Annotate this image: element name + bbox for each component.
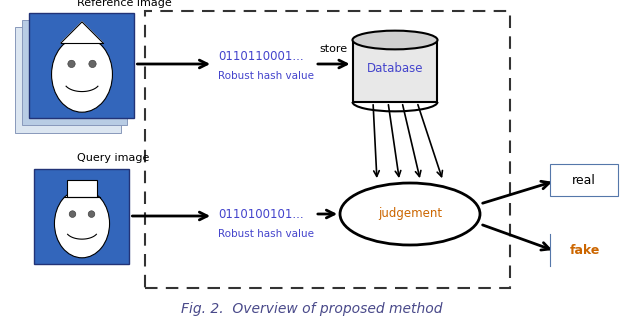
Ellipse shape (52, 37, 112, 112)
Bar (16, 27, 120, 132)
Ellipse shape (54, 189, 110, 258)
Bar (29, 13, 135, 118)
Text: Fig. 2.  Overview of proposed method: Fig. 2. Overview of proposed method (181, 302, 443, 316)
Ellipse shape (88, 211, 95, 217)
Text: 0110100101...: 0110100101... (218, 208, 304, 220)
Text: Database: Database (367, 63, 423, 76)
Text: real: real (572, 173, 596, 186)
Bar (67, 180, 97, 197)
Text: Robust hash value: Robust hash value (218, 229, 314, 239)
Text: judgement: judgement (378, 208, 442, 220)
Ellipse shape (353, 31, 437, 49)
Bar (22, 21, 127, 126)
Bar (145, 11, 510, 288)
Ellipse shape (68, 60, 75, 67)
Text: Robust hash value: Robust hash value (218, 71, 314, 81)
Ellipse shape (89, 60, 96, 67)
Polygon shape (61, 22, 103, 43)
Text: store: store (319, 44, 348, 54)
Bar (353, 40, 437, 102)
Text: Query image: Query image (77, 154, 149, 164)
Text: fake: fake (570, 244, 600, 257)
Text: Reference image: Reference image (77, 0, 172, 8)
Ellipse shape (69, 211, 76, 217)
Text: 0110110001...: 0110110001... (218, 50, 304, 63)
Ellipse shape (340, 183, 480, 245)
Bar (34, 169, 130, 263)
Bar (550, 164, 618, 196)
